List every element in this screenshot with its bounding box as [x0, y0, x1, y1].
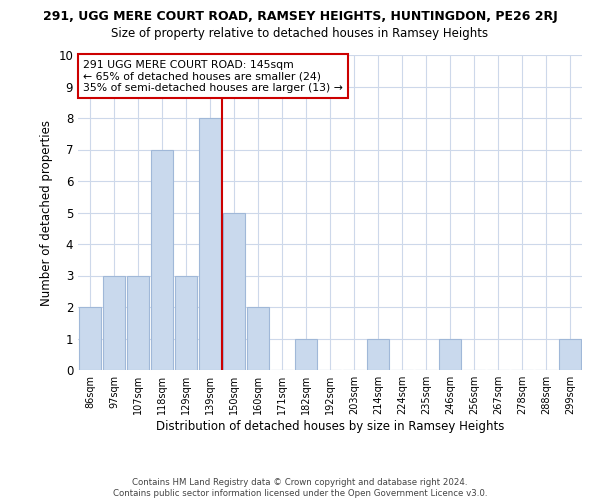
Bar: [199, 118, 221, 370]
Bar: [127, 276, 149, 370]
Bar: [151, 150, 173, 370]
Bar: [439, 338, 461, 370]
X-axis label: Distribution of detached houses by size in Ramsey Heights: Distribution of detached houses by size …: [156, 420, 504, 433]
Bar: [247, 307, 269, 370]
Text: Size of property relative to detached houses in Ramsey Heights: Size of property relative to detached ho…: [112, 28, 488, 40]
Bar: [103, 276, 125, 370]
Text: 291, UGG MERE COURT ROAD, RAMSEY HEIGHTS, HUNTINGDON, PE26 2RJ: 291, UGG MERE COURT ROAD, RAMSEY HEIGHTS…: [43, 10, 557, 23]
Bar: [295, 338, 317, 370]
Bar: [367, 338, 389, 370]
Bar: [559, 338, 581, 370]
Text: Contains HM Land Registry data © Crown copyright and database right 2024.
Contai: Contains HM Land Registry data © Crown c…: [113, 478, 487, 498]
Text: 291 UGG MERE COURT ROAD: 145sqm
← 65% of detached houses are smaller (24)
35% of: 291 UGG MERE COURT ROAD: 145sqm ← 65% of…: [83, 60, 343, 93]
Bar: [175, 276, 197, 370]
Bar: [79, 307, 101, 370]
Y-axis label: Number of detached properties: Number of detached properties: [40, 120, 53, 306]
Bar: [223, 212, 245, 370]
